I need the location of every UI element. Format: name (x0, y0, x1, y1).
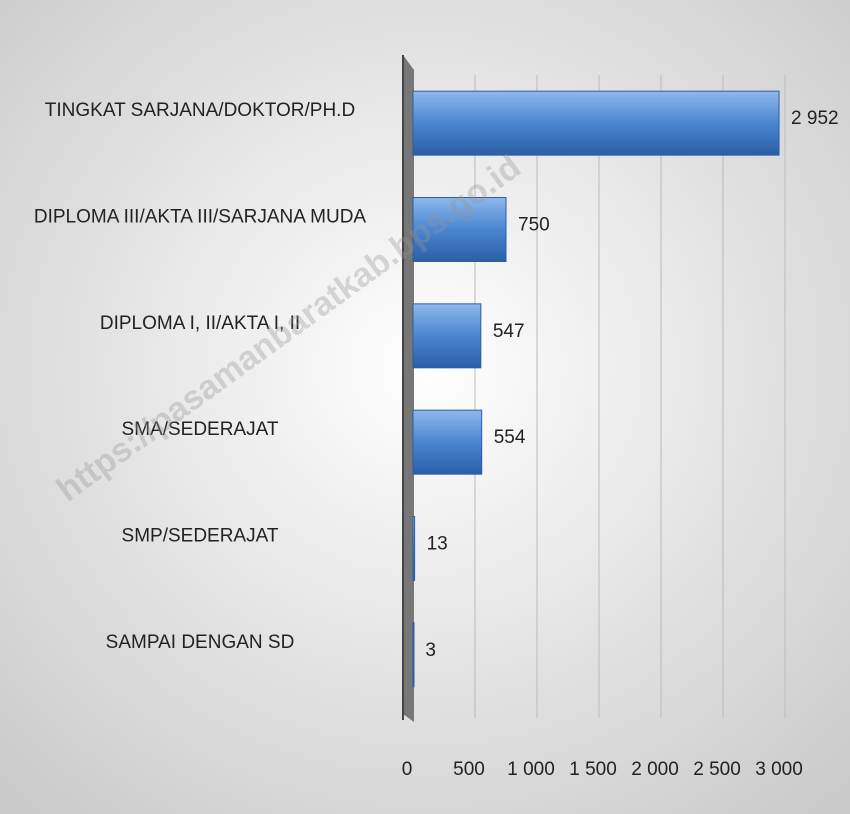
bar (412, 90, 780, 156)
value-label: 3 (425, 640, 436, 661)
value-label: 2 952 (791, 108, 839, 129)
y-tick-label: SAMPAI DENGAN SD (106, 632, 295, 653)
value-label: 554 (494, 427, 526, 448)
value-label: 13 (427, 534, 448, 555)
x-tick-label: 0 (402, 759, 413, 780)
y-tick-label: DIPLOMA I, II/AKTA I, II (100, 313, 300, 334)
bar (412, 409, 483, 475)
y-tick-label: SMP/SEDERAJAT (122, 526, 279, 547)
bar (412, 303, 482, 369)
y-tick-label: TINGKAT SARJANA/DOKTOR/PH.D (45, 100, 355, 121)
x-tick-label: 500 (453, 759, 485, 780)
x-tick-label: 1 000 (507, 759, 555, 780)
x-tick-label: 3 000 (755, 759, 803, 780)
x-tick-label: 2 500 (693, 759, 741, 780)
value-label: 547 (493, 321, 525, 342)
x-tick-label: 2 000 (631, 759, 679, 780)
bar (412, 516, 416, 581)
y-tick-label: SMA/SEDERAJAT (122, 419, 279, 440)
bar (412, 197, 507, 262)
side-wall (403, 55, 414, 722)
bar (412, 622, 415, 688)
value-label: 750 (518, 215, 550, 236)
x-tick-label: 1 500 (569, 759, 617, 780)
y-tick-label: DIPLOMA III/AKTA III/SARJANA MUDA (34, 207, 367, 228)
